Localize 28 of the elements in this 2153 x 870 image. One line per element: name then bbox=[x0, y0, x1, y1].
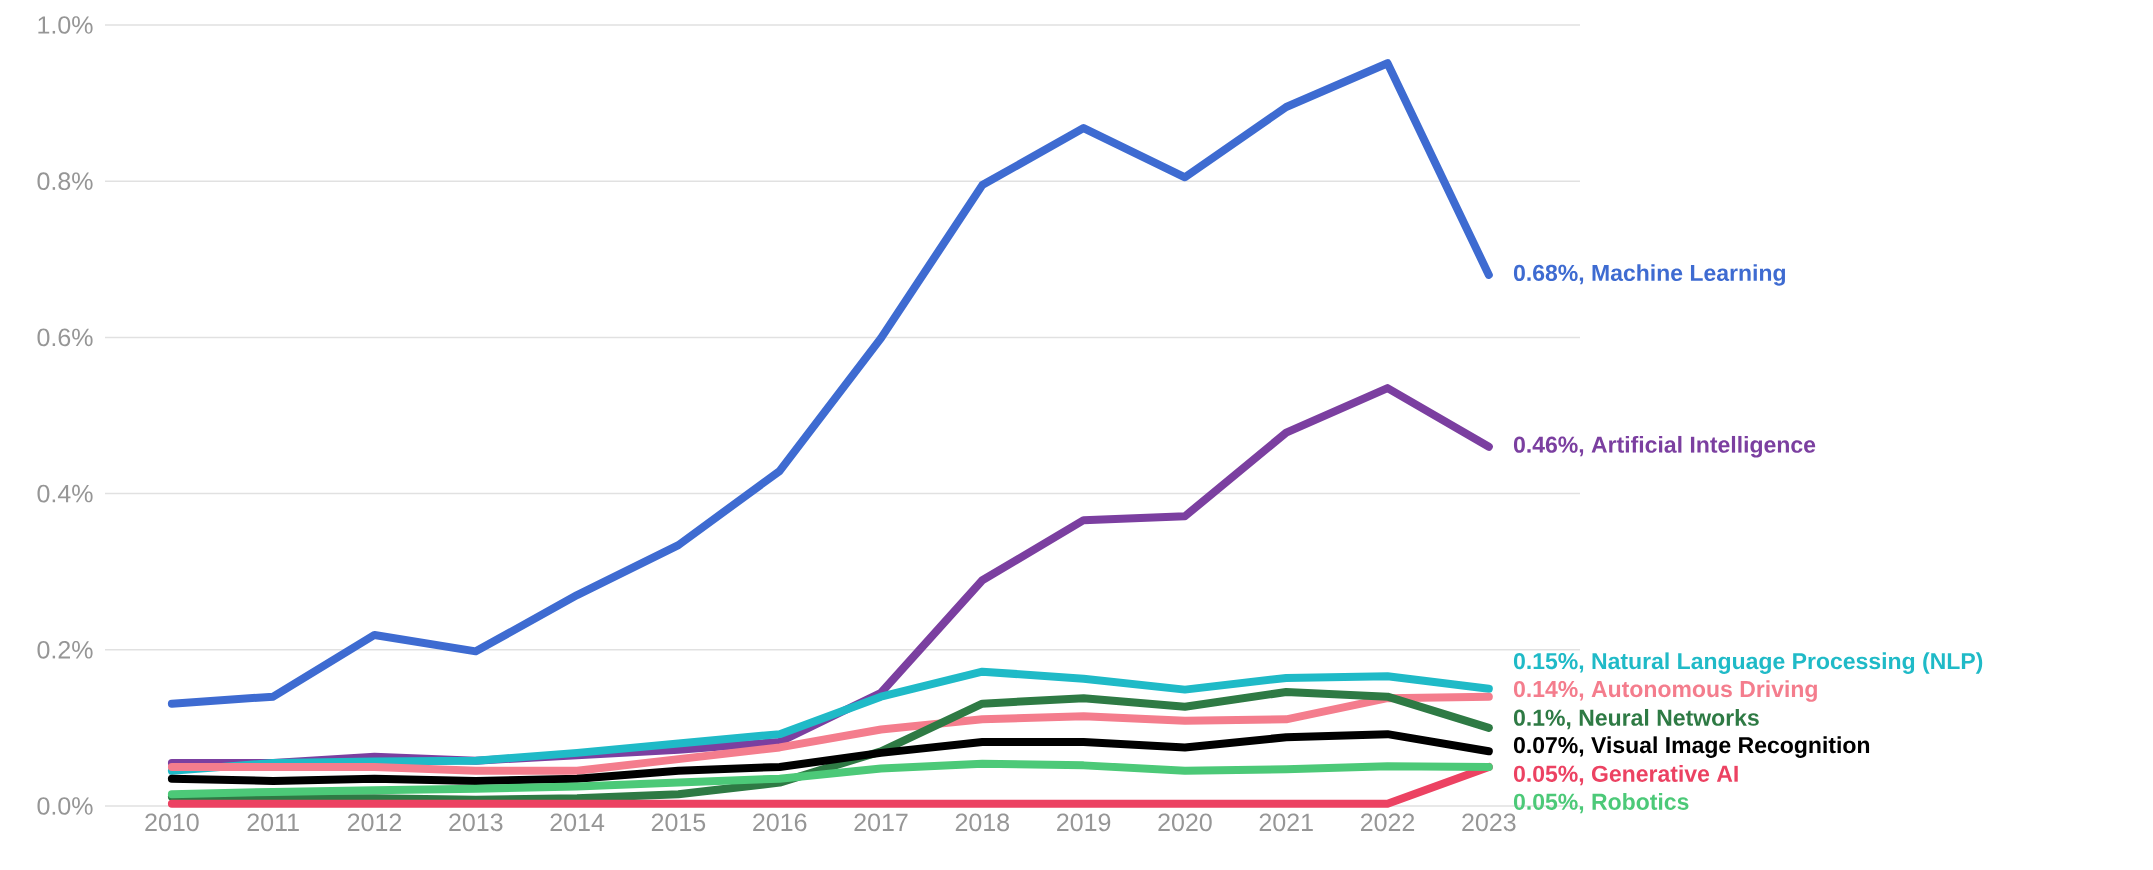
x-tick-label: 2017 bbox=[854, 813, 908, 832]
x-tick-label: 2010 bbox=[145, 813, 199, 832]
series-label: 0.05%, Robotics bbox=[1513, 793, 1689, 814]
y-tick-label: 1.0% bbox=[38, 16, 93, 34]
series-label: 0.46%, Artificial Intelligence bbox=[1513, 435, 1816, 458]
x-tick-label: 2015 bbox=[651, 813, 706, 832]
x-tick-label: 2014 bbox=[550, 813, 605, 832]
series-label: 0.14%, Autonomous Driving bbox=[1513, 680, 1817, 702]
x-tick-label: 2023 bbox=[1462, 813, 1516, 832]
y-tick-label: 0.2% bbox=[37, 640, 93, 659]
series-label: 0.1%, Neural Networks bbox=[1513, 708, 1759, 730]
x-tick-label: 2012 bbox=[347, 813, 402, 832]
x-tick-label: 2021 bbox=[1259, 813, 1313, 832]
series-label: 0.05%, Generative AI bbox=[1513, 765, 1738, 786]
x-tick-label: 2011 bbox=[247, 813, 299, 832]
x-tick-label: 2016 bbox=[753, 813, 807, 832]
x-tick-label: 2019 bbox=[1057, 813, 1111, 832]
series-label: 0.68%, Machine Learning bbox=[1513, 264, 1786, 286]
series-label: 0.07%, Visual Image Recognition bbox=[1513, 736, 1870, 758]
x-tick-label: 2020 bbox=[1158, 813, 1212, 832]
y-tick-label: 0.8% bbox=[37, 172, 93, 191]
y-tick-label: 0.0% bbox=[37, 797, 93, 815]
x-tick-label: 2013 bbox=[449, 813, 503, 832]
y-tick-label: 0.6% bbox=[37, 328, 93, 347]
series-label: 0.15%, Natural Language Processing (NLP) bbox=[1513, 652, 1983, 674]
x-tick-label: 2018 bbox=[955, 813, 1010, 832]
x-tick-label: 2022 bbox=[1360, 813, 1415, 832]
y-tick-label: 0.4% bbox=[37, 484, 93, 503]
